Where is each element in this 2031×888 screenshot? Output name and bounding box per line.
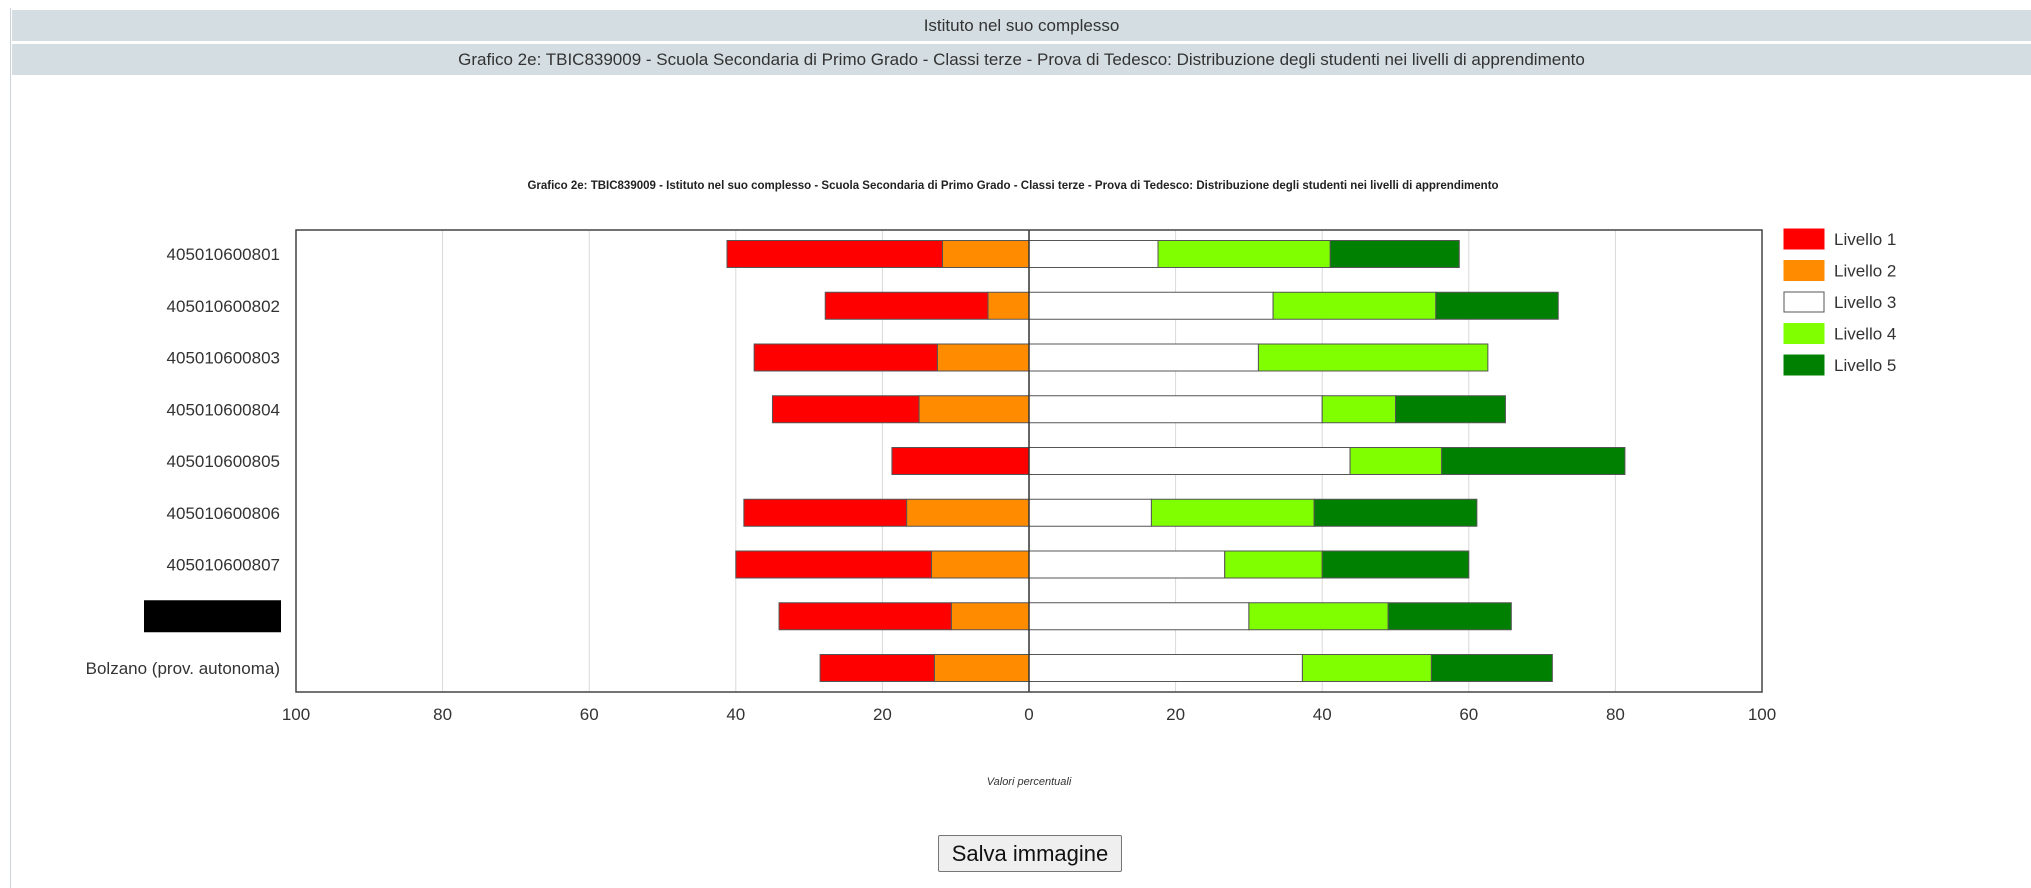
bar-livello-1 xyxy=(726,240,944,268)
x-tick-label: 60 xyxy=(580,705,599,724)
bar-livello-5 xyxy=(1395,395,1506,424)
bar-livello-3 xyxy=(1028,343,1259,372)
category-label: Bolzano (prov. autonoma) xyxy=(86,659,280,678)
bar-livello-4 xyxy=(1150,498,1315,527)
bar-livello-4 xyxy=(1349,447,1443,475)
content-frame xyxy=(10,8,2031,888)
x-tick-label: 20 xyxy=(873,705,892,724)
bar-livello-2 xyxy=(906,498,1030,527)
x-tick-label: 60 xyxy=(1459,705,1478,724)
legend-swatch xyxy=(1783,323,1825,344)
category-label: 405010600802 xyxy=(167,297,280,316)
bar-livello-3 xyxy=(1028,291,1274,320)
bar-livello-1 xyxy=(753,343,938,372)
bar-livello-4 xyxy=(1321,395,1396,424)
x-tick-label: 0 xyxy=(1024,705,1033,724)
bar-livello-5 xyxy=(1441,447,1626,475)
bar-livello-5 xyxy=(1313,498,1478,527)
legend-swatch xyxy=(1783,260,1825,281)
save-image-button[interactable]: Salva immagine xyxy=(938,835,1122,872)
x-tick-label: 40 xyxy=(1313,705,1332,724)
legend-label: Livello 5 xyxy=(1834,356,1896,375)
x-tick-label: 20 xyxy=(1166,705,1185,724)
bar-livello-4 xyxy=(1248,602,1389,631)
x-tick-label: 100 xyxy=(1748,705,1776,724)
bar-livello-1 xyxy=(735,550,933,579)
section-subtitle: Grafico 2e: TBIC839009 - Scuola Secondar… xyxy=(458,50,1585,69)
bar-livello-2 xyxy=(933,654,1030,682)
bar-livello-3 xyxy=(1028,602,1250,631)
legend-label: Livello 2 xyxy=(1834,262,1896,281)
legend-label: Livello 4 xyxy=(1834,325,1896,344)
legend-label: Livello 1 xyxy=(1834,230,1896,249)
bar-livello-3 xyxy=(1028,498,1152,527)
bar-livello-2 xyxy=(987,291,1030,320)
redacted-label-box xyxy=(144,600,281,633)
plot-border xyxy=(295,229,1763,693)
bar-livello-1 xyxy=(824,291,989,320)
bar-livello-4 xyxy=(1257,343,1489,372)
bar-livello-5 xyxy=(1430,654,1553,682)
legend-label: Livello 3 xyxy=(1834,293,1896,312)
category-label: 405010600804 xyxy=(167,400,280,419)
bar-livello-3 xyxy=(1028,395,1323,424)
bar-livello-4 xyxy=(1224,550,1323,579)
bar-livello-2 xyxy=(936,343,1030,372)
bar-livello-2 xyxy=(918,395,1030,424)
bar-livello-1 xyxy=(778,602,952,631)
category-label: 405010600805 xyxy=(167,452,280,471)
x-tick-label: 40 xyxy=(726,705,745,724)
category-label: 405010600807 xyxy=(167,556,280,575)
bar-livello-1 xyxy=(743,498,908,527)
bar-livello-1 xyxy=(771,395,920,424)
category-label: 405010600801 xyxy=(167,245,280,264)
bar-livello-4 xyxy=(1157,240,1331,268)
bar-livello-4 xyxy=(1272,291,1437,320)
chart-title: Grafico 2e: TBIC839009 - Istituto nel su… xyxy=(527,180,1498,192)
section-subtitle-bar: Grafico 2e: TBIC839009 - Scuola Secondar… xyxy=(12,44,2031,75)
bar-livello-2 xyxy=(942,240,1030,268)
bar-livello-2 xyxy=(950,602,1030,631)
x-tick-label: 100 xyxy=(282,705,310,724)
category-label: 405010600803 xyxy=(167,349,280,368)
bar-livello-1 xyxy=(891,447,1030,475)
bar-livello-5 xyxy=(1329,240,1460,268)
legend-swatch xyxy=(1783,228,1825,250)
legend-swatch xyxy=(1783,354,1825,376)
bar-livello-5 xyxy=(1435,291,1559,320)
category-label: 405010600806 xyxy=(167,504,280,523)
section-title: Istituto nel suo complesso xyxy=(923,16,1120,35)
x-tick-label: 80 xyxy=(1606,705,1625,724)
x-tick-label: 80 xyxy=(433,705,452,724)
bar-livello-2 xyxy=(931,550,1030,579)
bar-livello-4 xyxy=(1301,654,1432,682)
bar-livello-3 xyxy=(1028,447,1351,475)
x-axis-label: Valori percentuali xyxy=(987,776,1072,788)
bar-livello-5 xyxy=(1321,550,1470,579)
bar-livello-3 xyxy=(1028,240,1159,268)
bar-livello-5 xyxy=(1387,602,1512,631)
legend-swatch xyxy=(1783,291,1825,313)
bar-livello-3 xyxy=(1028,550,1226,579)
section-title-bar: Istituto nel suo complesso xyxy=(12,10,2031,43)
bar-livello-1 xyxy=(819,654,935,682)
bar-livello-3 xyxy=(1028,654,1303,682)
